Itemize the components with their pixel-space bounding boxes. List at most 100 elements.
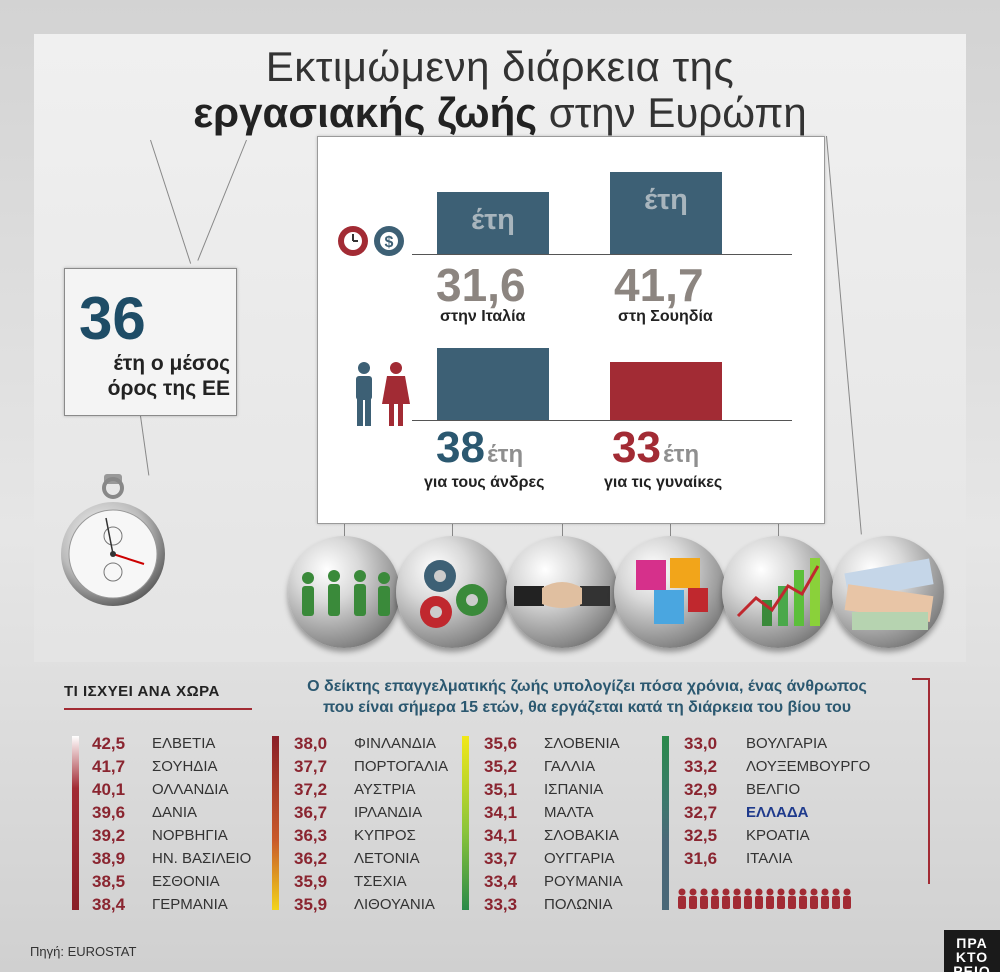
country-value: 35,2 <box>484 757 518 776</box>
country-value: 37,7 <box>294 757 328 776</box>
title-line-2: εργασιακής ζωής στην Ευρώπη <box>0 90 1000 136</box>
men-bar <box>437 348 549 420</box>
country-value: 39,6 <box>92 803 126 822</box>
people-row-icon <box>678 888 851 909</box>
country-name: ΤΣΕΧΙΑ <box>354 873 407 890</box>
country-row: 35,2 ΓΑΛΛΙΑ <box>484 757 684 782</box>
country-row: 35,6 ΣΛΟΒΕΝΙΑ <box>484 734 684 759</box>
country-name: ΠΟΛΩΝΙΑ <box>544 896 613 913</box>
handshake-ball <box>506 536 618 648</box>
country-row: 35,1 ΙΣΠΑΝΙΑ <box>484 780 684 805</box>
country-value: 33,2 <box>684 757 718 776</box>
country-row: 38,5 ΕΣΘΟΝΙΑ <box>92 872 292 897</box>
italy-bar <box>437 192 549 254</box>
country-row: 35,9 ΤΣΕΧΙΑ <box>294 872 494 897</box>
country-value: 38,0 <box>294 734 328 753</box>
country-name: ΕΛΒΕΤΙΑ <box>152 735 216 752</box>
country-name: ΡΟΥΜΑΝΙΑ <box>544 873 623 890</box>
country-name: ΙΤΑΛΙΑ <box>746 850 793 867</box>
country-value: 35,6 <box>484 734 518 753</box>
men-label: για τους άνδρες <box>424 474 545 491</box>
country-row: 42,5 ΕΛΒΕΤΙΑ <box>92 735 292 759</box>
italy-bar-unit: έτη <box>471 204 515 236</box>
country-row: 34,1 ΣΛΟΒΑΚΙΑ <box>484 826 684 851</box>
title-line-1: Εκτιμώμενη διάρκεια της <box>265 43 735 90</box>
country-row: 33,2 ΛΟΥΞΕΜΒΟΥΡΓΟ <box>684 757 884 782</box>
country-name: ΟΥΓΓΑΡΙΑ <box>544 850 615 867</box>
country-value: 35,9 <box>294 895 328 914</box>
column-3-gradient <box>462 736 469 910</box>
source: Πηγή: EUROSTAT <box>30 944 137 959</box>
country-row: 38,0 ΦΙΝΛΑΝΔΙΑ <box>294 734 494 759</box>
country-row: 38,9 ΗΝ. ΒΑΣΙΛΕΙΟ <box>92 849 292 874</box>
country-value: 38,5 <box>92 872 126 891</box>
country-value: 41,7 <box>92 757 126 776</box>
country-value: 35,1 <box>484 780 518 799</box>
people-chain-ball <box>288 536 400 648</box>
definition-line1: Ο δείκτης επαγγελματικής ζωής υπολογίζει… <box>307 678 867 695</box>
country-row: 32,5 ΚΡΟΑΤΙΑ <box>684 827 884 851</box>
country-name: ΕΛΛΑΔΑ <box>746 804 809 821</box>
baseline <box>412 420 792 421</box>
country-row: 33,4 ΡΟΥΜΑΝΙΑ <box>484 872 684 897</box>
country-row: 32,9 ΒΕΛΓΙΟ <box>684 780 884 805</box>
country-value: 40,1 <box>92 780 126 799</box>
man-woman-icon <box>356 362 410 426</box>
country-name: ΙΣΠΑΝΙΑ <box>544 781 604 798</box>
svg-text:$: $ <box>385 234 394 251</box>
logo-line3: ΡΕΙΟ <box>953 963 991 972</box>
country-value: 32,9 <box>684 780 718 799</box>
women-value: 33έτη <box>612 426 699 477</box>
country-name: ΑΥΣΤΡΙΑ <box>354 781 416 798</box>
country-name: ΗΝ. ΒΑΣΙΛΕΙΟ <box>152 850 252 867</box>
country-name: ΜΑΛΤΑ <box>544 804 594 821</box>
country-name: ΙΡΛΑΝΔΙΑ <box>354 804 423 821</box>
stopwatch-icon <box>61 474 165 606</box>
pendulum-string <box>778 524 779 538</box>
column-4-gradient <box>662 736 669 910</box>
country-value: 38,4 <box>92 895 126 914</box>
country-row: 33,7 ΟΥΓΓΑΡΙΑ <box>484 849 684 874</box>
section-heading: ΤΙ ΙΣΧΥΕΙ ΑΝΑ ΧΩΡΑ <box>64 683 220 700</box>
definition-bracket-side <box>928 678 930 884</box>
country-row: 33,3 ΠΟΛΩΝΙΑ <box>484 895 684 920</box>
country-value: 33,4 <box>484 872 518 891</box>
sweden-value: 41,7 <box>614 259 704 311</box>
country-value: 34,1 <box>484 826 518 845</box>
puzzle-ball <box>614 536 726 648</box>
country-name: ΔΑΝΙΑ <box>152 804 198 821</box>
country-row: 36,7 ΙΡΛΑΝΔΙΑ <box>294 803 494 828</box>
country-value: 36,7 <box>294 803 328 822</box>
pendulum-string <box>670 524 671 538</box>
country-value: 34,1 <box>484 803 518 822</box>
definition-text: Ο δείκτης επαγγελματικής ζωής υπολογίζει… <box>262 676 912 718</box>
country-value: 31,6 <box>684 849 718 868</box>
country-row: 40,1 ΟΛΛΑΝΔΙΑ <box>92 780 292 805</box>
country-name: ΕΣΘΟΝΙΑ <box>152 873 220 890</box>
pendulum-string <box>344 524 345 538</box>
women-value-unit: έτη <box>662 441 700 468</box>
country-value: 33,0 <box>684 734 718 753</box>
country-name: ΛΟΥΞΕΜΒΟΥΡΓΟ <box>746 758 871 775</box>
comparison-box <box>317 136 825 524</box>
italy-label: στην Ιταλία <box>440 308 526 325</box>
baseline <box>412 254 792 255</box>
logo-line2: ΚΤΟ <box>955 949 989 965</box>
country-value: 33,7 <box>484 849 518 868</box>
country-row: 41,7 ΣΟΥΗΔΙΑ <box>92 757 292 782</box>
country-row: 31,6 ΙΤΑΛΙΑ <box>684 849 884 874</box>
country-value: 39,2 <box>92 826 126 845</box>
country-name: ΠΟΡΤΟΓΑΛΙΑ <box>354 758 449 775</box>
country-value: 35,9 <box>294 872 328 891</box>
country-value: 38,9 <box>92 849 126 868</box>
gears-icon: $ <box>338 226 404 256</box>
pendulum-string <box>562 524 563 538</box>
sweden-label: στη Σουηδία <box>618 308 713 325</box>
country-row: 32,7 ΕΛΛΑΔΑ <box>684 804 884 828</box>
men-value-unit: έτη <box>486 441 524 468</box>
sweden-bar-unit: έτη <box>644 184 688 216</box>
country-value: 36,3 <box>294 826 328 845</box>
men-value-number: 38 <box>436 423 485 472</box>
country-name: ΚΥΠΡΟΣ <box>354 827 416 844</box>
country-value: 33,3 <box>484 895 518 914</box>
